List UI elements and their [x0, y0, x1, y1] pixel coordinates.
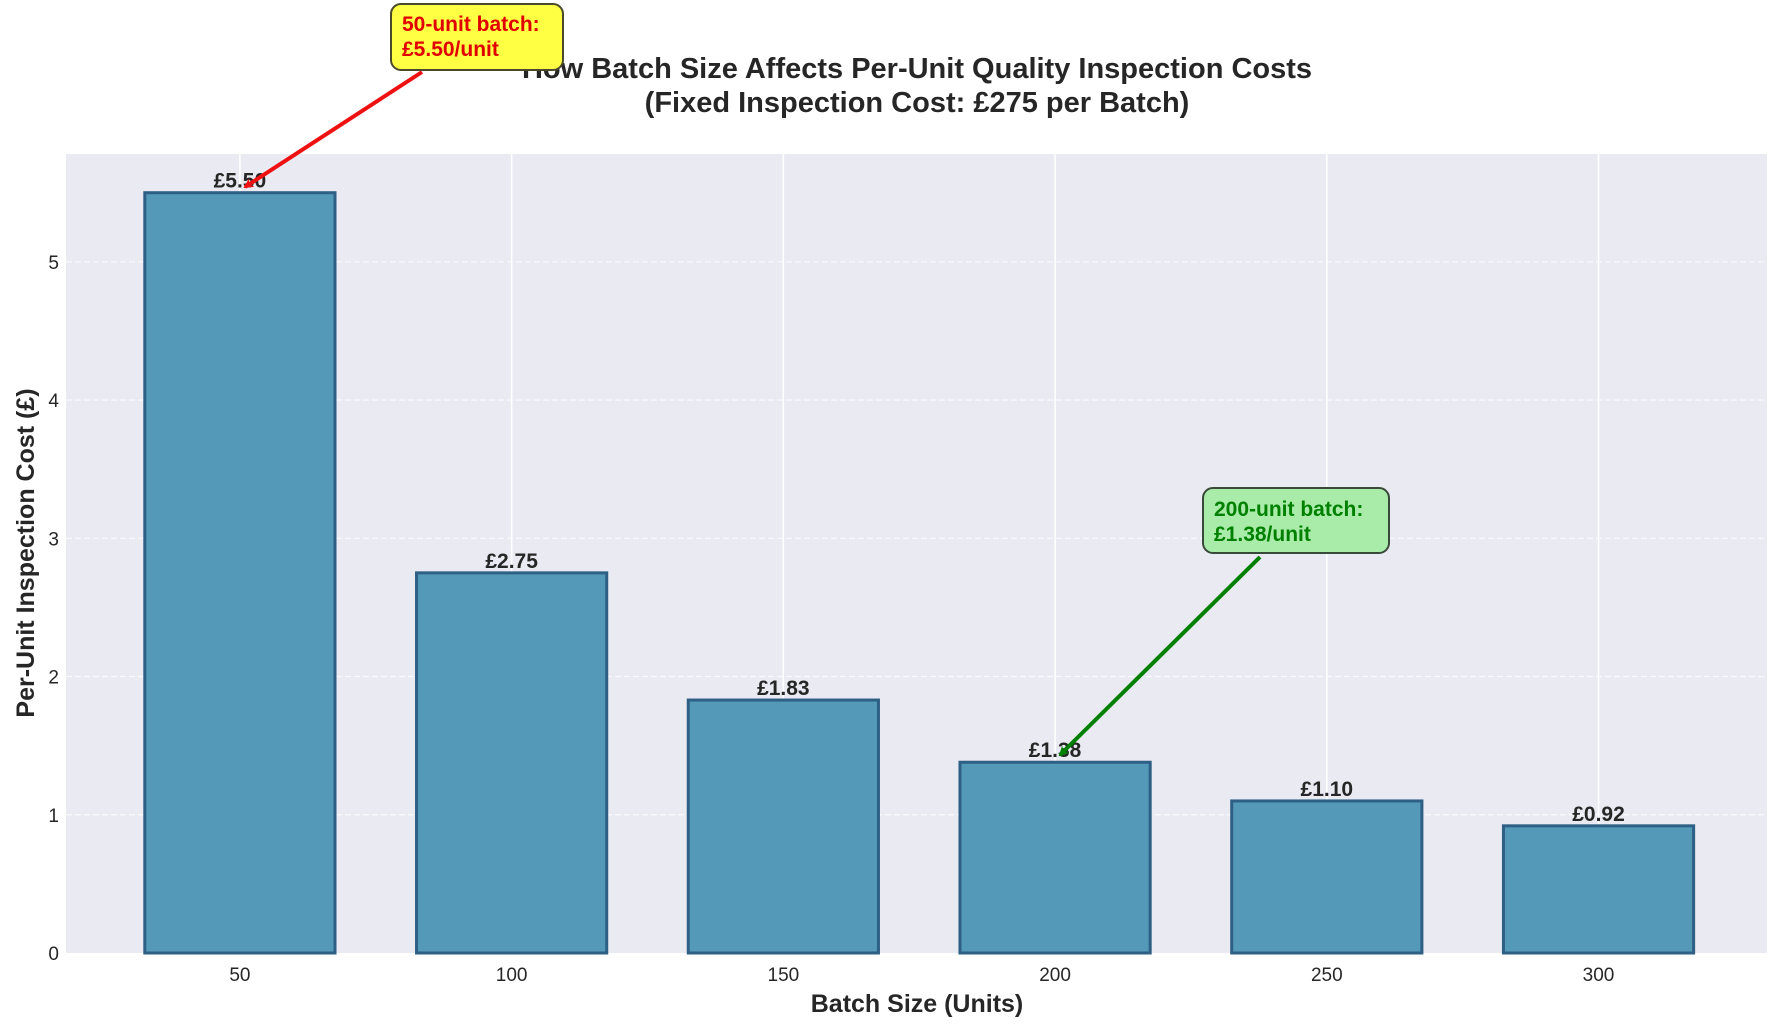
- y-axis-ticks: 0 1 2 3 4 5: [48, 253, 59, 965]
- y-tick-label: 0: [48, 944, 59, 965]
- y-tick-label: 1: [48, 806, 59, 827]
- bar-50: [143, 191, 337, 955]
- annotation-box-yellow: [390, 3, 564, 71]
- chart-subtitle: (Fixed Inspection Cost: £275 per Batch): [645, 87, 1190, 119]
- plot-area: [66, 154, 1767, 953]
- x-tick-label: 200: [1039, 965, 1071, 986]
- y-tick-label: 2: [48, 668, 59, 689]
- y-tick-label: 4: [48, 391, 59, 412]
- y-axis-label: Per-Unit Inspection Cost (£): [12, 388, 40, 717]
- bar-150: [686, 698, 880, 955]
- x-tick-label: 150: [768, 965, 800, 986]
- annotation-arrow-red: [243, 70, 424, 189]
- bar-value-label: £1.10: [1301, 778, 1354, 801]
- x-tick-label: 250: [1311, 965, 1343, 986]
- annotation-text-line1: 200-unit batch:: [1214, 498, 1363, 521]
- annotation-text-line2: £5.50/unit: [402, 38, 499, 61]
- x-tick-label: 50: [229, 965, 250, 986]
- bars: [143, 191, 1696, 955]
- x-axis-ticks: 50 100 150 200 250 300: [229, 965, 1614, 986]
- bar-200: [958, 760, 1152, 955]
- x-tick-label: 300: [1583, 965, 1615, 986]
- bar-value-label: £5.50: [214, 170, 267, 193]
- y-tick-label: 3: [48, 529, 59, 550]
- y-tick-label: 5: [48, 253, 59, 274]
- annotation-text-line1: 50-unit batch:: [402, 13, 540, 36]
- annotation-text-line2: £1.38/unit: [1214, 523, 1311, 546]
- bar-250: [1230, 799, 1424, 955]
- bar-300: [1501, 824, 1696, 955]
- bar-100: [415, 571, 609, 955]
- x-axis-label: Batch Size (Units): [811, 990, 1024, 1018]
- annotation-50-unit: 50-unit batch: £5.50/unit: [243, 3, 564, 189]
- annotation-box-green: [1202, 487, 1390, 554]
- x-tick-label: 100: [496, 965, 528, 986]
- annotation-arrow-green: [1058, 555, 1262, 757]
- annotation-200-unit: 200-unit batch: £1.38/unit: [1058, 487, 1390, 757]
- chart-title: How Batch Size Affects Per-Unit Quality …: [522, 53, 1312, 85]
- bar-value-label: £1.83: [757, 677, 810, 700]
- bar-value-label: £2.75: [485, 550, 538, 573]
- bar-value-label: £0.92: [1572, 803, 1625, 826]
